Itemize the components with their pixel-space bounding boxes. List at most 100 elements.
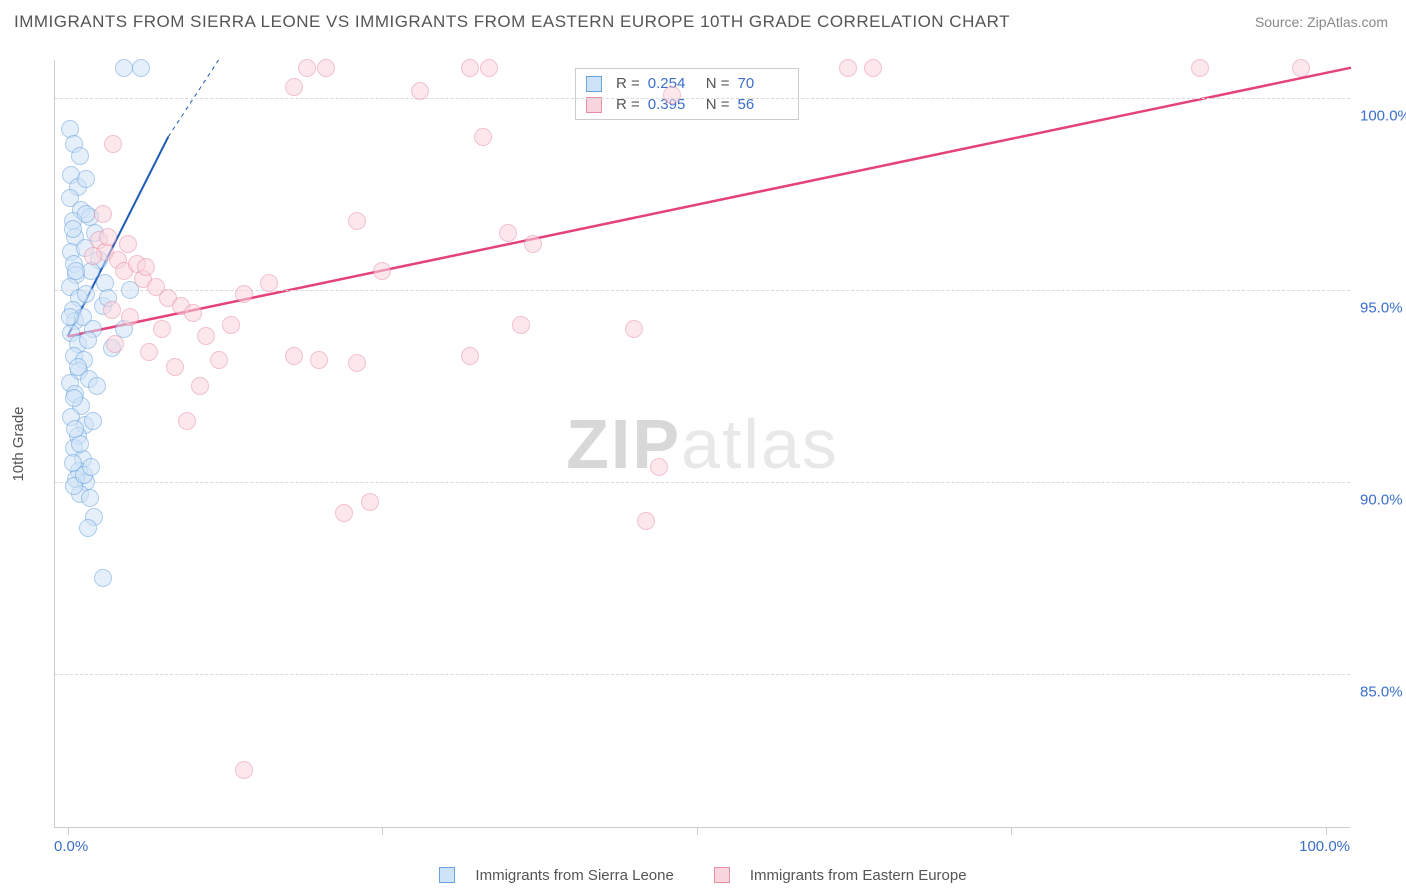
scatter-point <box>103 301 121 319</box>
x-axis-min-label: 0.0% <box>54 838 88 855</box>
r-label: R = <box>616 75 640 92</box>
scatter-point <box>317 59 335 77</box>
scatter-point <box>461 347 479 365</box>
scatter-point <box>474 128 492 146</box>
scatter-point <box>650 458 668 476</box>
stats-row: R =0.395N =56 <box>586 94 788 115</box>
scatter-point <box>335 504 353 522</box>
scatter-point <box>119 235 137 253</box>
scatter-point <box>140 343 158 361</box>
scatter-point <box>178 412 196 430</box>
scatter-point <box>285 78 303 96</box>
scatter-point <box>461 59 479 77</box>
x-tick <box>1326 827 1327 835</box>
scatter-point <box>115 59 133 77</box>
stats-row: R =0.254N =70 <box>586 73 788 94</box>
scatter-point <box>69 358 87 376</box>
scatter-point <box>480 59 498 77</box>
scatter-point <box>637 512 655 530</box>
source-value: ZipAtlas.com <box>1307 14 1388 30</box>
x-tick <box>697 827 698 835</box>
scatter-point <box>663 86 681 104</box>
x-axis-max-label: 100.0% <box>1299 838 1350 855</box>
scatter-point <box>260 274 278 292</box>
scatter-point <box>197 327 215 345</box>
scatter-point <box>81 489 99 507</box>
scatter-point <box>99 228 117 246</box>
scatter-point <box>132 59 150 77</box>
scatter-point <box>373 262 391 280</box>
n-value: 70 <box>738 75 788 92</box>
scatter-point <box>222 316 240 334</box>
scatter-point <box>499 224 517 242</box>
scatter-point <box>864 59 882 77</box>
scatter-point <box>94 205 112 223</box>
x-axis-labels: 0.0% 100.0% <box>54 838 1350 868</box>
source-attribution: Source: ZipAtlas.com <box>1255 14 1388 30</box>
trend-lines-svg <box>55 60 1350 827</box>
scatter-point <box>625 320 643 338</box>
scatter-point <box>137 258 155 276</box>
scatter-point <box>64 220 82 238</box>
scatter-point <box>310 351 328 369</box>
scatter-point <box>1191 59 1209 77</box>
legend-item: Immigrants from Eastern Europe <box>704 867 977 884</box>
gridline-horizontal <box>55 674 1350 675</box>
legend-label: Immigrants from Eastern Europe <box>750 867 967 884</box>
scatter-point <box>71 435 89 453</box>
y-tick-label: 90.0% <box>1360 492 1406 509</box>
stats-legend-box: R =0.254N =70R =0.395N =56 <box>575 68 799 120</box>
scatter-point <box>153 320 171 338</box>
scatter-point <box>79 519 97 537</box>
source-label: Source: <box>1255 14 1307 30</box>
scatter-point <box>61 308 79 326</box>
legend-label: Immigrants from Sierra Leone <box>475 867 673 884</box>
scatter-point <box>84 412 102 430</box>
scatter-point <box>298 59 316 77</box>
y-tick-label: 95.0% <box>1360 300 1406 317</box>
legend-bottom: Immigrants from Sierra Leone Immigrants f… <box>0 867 1406 884</box>
gridline-horizontal <box>55 98 1350 99</box>
scatter-point <box>184 304 202 322</box>
y-tick-label: 100.0% <box>1360 108 1406 125</box>
scatter-point <box>411 82 429 100</box>
x-tick <box>1011 827 1012 835</box>
scatter-point <box>235 285 253 303</box>
scatter-point <box>77 205 95 223</box>
legend-swatch <box>586 76 602 92</box>
scatter-point <box>79 331 97 349</box>
legend-swatch <box>439 867 455 883</box>
gridline-horizontal <box>55 482 1350 483</box>
scatter-point <box>77 285 95 303</box>
scatter-point <box>839 59 857 77</box>
scatter-point <box>524 235 542 253</box>
scatter-point <box>82 458 100 476</box>
scatter-point <box>104 135 122 153</box>
x-tick <box>68 827 69 835</box>
scatter-point <box>94 569 112 587</box>
scatter-point <box>512 316 530 334</box>
scatter-point <box>106 335 124 353</box>
scatter-point <box>348 212 366 230</box>
legend-swatch <box>714 867 730 883</box>
legend-item: Immigrants from Sierra Leone <box>429 867 683 884</box>
scatter-point <box>88 377 106 395</box>
scatter-point <box>84 247 102 265</box>
scatter-point <box>1292 59 1310 77</box>
scatter-point <box>121 308 139 326</box>
chart-title: IMMIGRANTS FROM SIERRA LEONE VS IMMIGRAN… <box>14 12 1010 32</box>
scatter-point <box>77 170 95 188</box>
scatter-point <box>65 389 83 407</box>
scatter-point <box>166 358 184 376</box>
x-tick <box>382 827 383 835</box>
scatter-point <box>361 493 379 511</box>
scatter-point <box>235 761 253 779</box>
scatter-point <box>348 354 366 372</box>
scatter-point <box>66 420 84 438</box>
y-axis-title: 10th Grade <box>10 406 27 481</box>
scatter-point <box>285 347 303 365</box>
scatter-point <box>71 147 89 165</box>
n-label: N = <box>706 75 730 92</box>
y-tick-label: 85.0% <box>1360 684 1406 701</box>
scatter-point <box>210 351 228 369</box>
